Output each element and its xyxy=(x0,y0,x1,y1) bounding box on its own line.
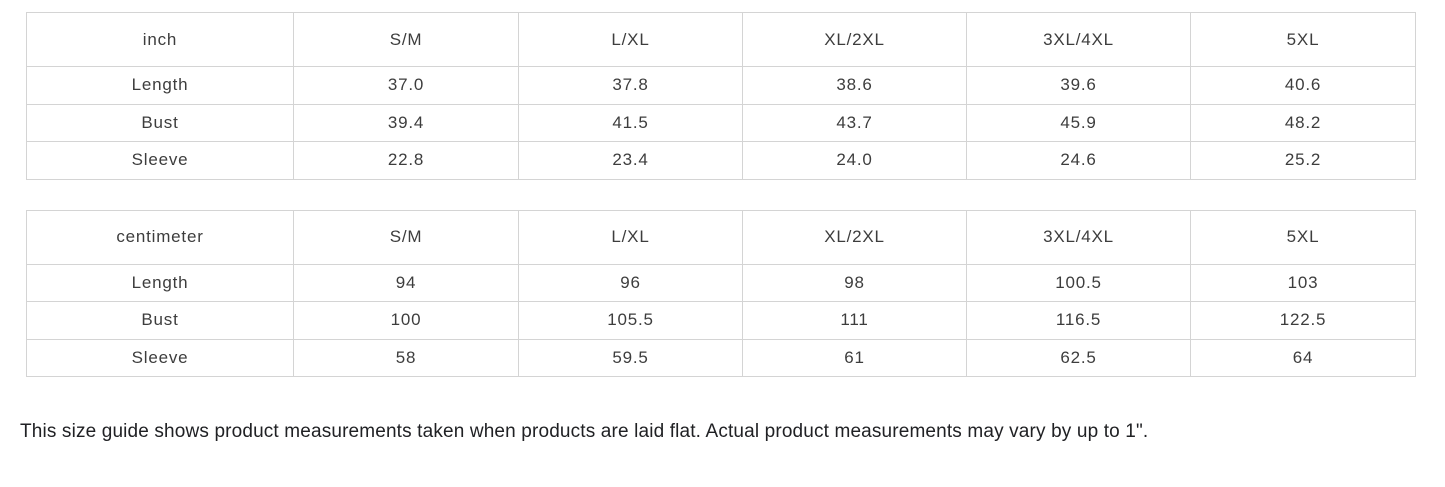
table-row: Bust 39.4 41.5 43.7 45.9 48.2 xyxy=(26,103,1416,142)
measurement-cell: 61 xyxy=(742,338,967,377)
size-col-header: S/M xyxy=(293,209,519,265)
measurement-cell: 25.2 xyxy=(1190,141,1416,180)
measurement-cell: 122.5 xyxy=(1190,301,1416,340)
table-row: Length 37.0 37.8 38.6 39.6 40.6 xyxy=(26,66,1416,105)
size-col-header: 5XL xyxy=(1190,12,1416,67)
centimeter-header-row: centimeter S/M L/XL XL/2XL 3XL/4XL 5XL xyxy=(26,209,1416,265)
size-col-header: XL/2XL xyxy=(742,209,967,265)
measurement-cell: 94 xyxy=(293,263,519,302)
measurement-cell: 98 xyxy=(742,263,967,302)
measurement-cell: 43.7 xyxy=(742,103,967,142)
row-label: Sleeve xyxy=(26,338,294,377)
row-label: Length xyxy=(26,263,294,302)
size-col-header: 3XL/4XL xyxy=(966,12,1191,67)
measurement-cell: 96 xyxy=(518,263,743,302)
size-col-header: S/M xyxy=(293,12,519,67)
row-label: Bust xyxy=(26,103,294,142)
measurement-cell: 62.5 xyxy=(966,338,1191,377)
measurement-cell: 105.5 xyxy=(518,301,743,340)
inch-header-row: inch S/M L/XL XL/2XL 3XL/4XL 5XL xyxy=(26,12,1416,67)
measurement-cell: 116.5 xyxy=(966,301,1191,340)
measurement-cell: 100.5 xyxy=(966,263,1191,302)
size-table-centimeter: centimeter S/M L/XL XL/2XL 3XL/4XL 5XL L… xyxy=(26,209,1416,378)
row-label: Bust xyxy=(26,301,294,340)
measurement-cell: 59.5 xyxy=(518,338,743,377)
measurement-cell: 103 xyxy=(1190,263,1416,302)
measurement-cell: 64 xyxy=(1190,338,1416,377)
measurement-cell: 38.6 xyxy=(742,66,967,105)
measurement-cell: 24.6 xyxy=(966,141,1191,180)
measurement-cell: 41.5 xyxy=(518,103,743,142)
measurement-cell: 23.4 xyxy=(518,141,743,180)
size-col-header: L/XL xyxy=(518,12,743,67)
table-row: Bust 100 105.5 111 116.5 122.5 xyxy=(26,301,1416,340)
measurement-cell: 40.6 xyxy=(1190,66,1416,105)
measurement-cell: 22.8 xyxy=(293,141,519,180)
measurement-cell: 24.0 xyxy=(742,141,967,180)
measurement-cell: 37.0 xyxy=(293,66,519,105)
size-table-inch: inch S/M L/XL XL/2XL 3XL/4XL 5XL Length … xyxy=(26,12,1416,180)
row-label: Sleeve xyxy=(26,141,294,180)
table-row: Sleeve 58 59.5 61 62.5 64 xyxy=(26,338,1416,377)
unit-header-centimeter: centimeter xyxy=(26,209,294,265)
measurement-cell: 58 xyxy=(293,338,519,377)
measurement-cell: 45.9 xyxy=(966,103,1191,142)
size-col-header: XL/2XL xyxy=(742,12,967,67)
size-guide-page: inch S/M L/XL XL/2XL 3XL/4XL 5XL Length … xyxy=(0,12,1445,443)
measurement-cell: 37.8 xyxy=(518,66,743,105)
table-row: Sleeve 22.8 23.4 24.0 24.6 25.2 xyxy=(26,141,1416,180)
size-guide-note: This size guide shows product measuremen… xyxy=(20,421,1149,442)
measurement-cell: 48.2 xyxy=(1190,103,1416,142)
size-col-header: 5XL xyxy=(1190,209,1416,265)
size-col-header: L/XL xyxy=(518,209,743,265)
row-label: Length xyxy=(26,66,294,105)
size-col-header: 3XL/4XL xyxy=(966,209,1191,265)
measurement-cell: 100 xyxy=(293,301,519,340)
table-row: Length 94 96 98 100.5 103 xyxy=(26,263,1416,302)
measurement-cell: 111 xyxy=(742,301,967,340)
measurement-cell: 39.6 xyxy=(966,66,1191,105)
unit-header-inch: inch xyxy=(26,12,294,67)
measurement-cell: 39.4 xyxy=(293,103,519,142)
